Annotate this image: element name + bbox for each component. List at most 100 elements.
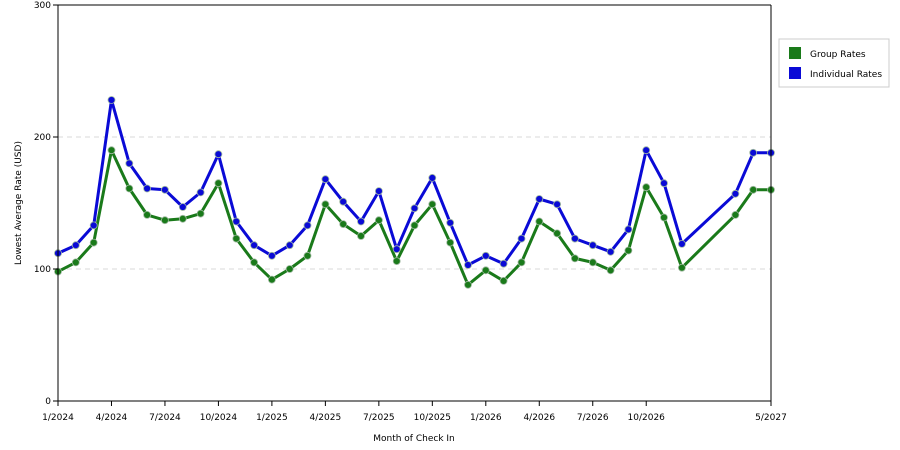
data-point-group-rates-8-2024: [178, 214, 187, 223]
y-tick-label-100: 100: [34, 265, 51, 275]
data-point-individual-rates-7-2025: [374, 187, 383, 196]
data-point-individual-rates-6-2025: [357, 217, 365, 226]
data-point-individual-rates-9-2026: [624, 225, 633, 234]
x-tick-label-7-2025: 7/2025: [363, 413, 395, 423]
data-point-group-rates-11-2025: [446, 238, 455, 247]
data-point-individual-rates-5-2025: [339, 197, 348, 206]
x-tick-label-1-2026: 1/2026: [470, 413, 502, 423]
data-point-group-rates-4-2027: [749, 185, 758, 194]
data-point-individual-rates-4-2025: [321, 175, 330, 184]
data-point-individual-rates-3-2027: [731, 189, 740, 198]
data-point-individual-rates-6-2024: [143, 184, 152, 193]
data-point-group-rates-3-2027: [731, 210, 740, 219]
legend-label-individual-rates: Individual Rates: [810, 70, 882, 80]
data-point-group-rates-2-2025: [285, 265, 294, 273]
data-point-individual-rates-3-2025: [303, 221, 312, 230]
data-point-individual-rates-4-2026: [535, 195, 544, 203]
data-point-group-rates-6-2024: [143, 210, 152, 219]
data-point-group-rates-5-2024: [125, 184, 134, 193]
data-point-group-rates-12-2026: [678, 263, 686, 272]
data-point-group-rates-3-2025: [303, 251, 312, 260]
y-tick-label-0: 0: [45, 397, 51, 407]
data-point-individual-rates-11-2024: [232, 217, 241, 226]
y-ticks: 0 100 200 300: [34, 1, 58, 407]
data-point-individual-rates-8-2026: [606, 247, 615, 256]
data-point-group-rates-8-2025: [392, 257, 401, 266]
data-point-group-rates-11-2026: [660, 213, 668, 222]
data-point-group-rates-4-2025: [321, 200, 330, 209]
data-point-individual-rates-12-2025: [464, 261, 472, 269]
data-point-individual-rates-2-2026: [499, 259, 508, 268]
data-point-individual-rates-6-2026: [571, 234, 579, 243]
legend-label-group-rates: Group Rates: [810, 50, 866, 60]
y-tick-label-200: 200: [34, 133, 51, 143]
data-point-group-rates-3-2026: [517, 258, 526, 267]
x-ticks: 1/2024 4/2024 7/2024 10/2024 1/2025 4/2025 7/2…: [42, 401, 787, 423]
data-point-group-rates-2-2024: [71, 258, 80, 267]
data-point-group-rates-3-2024: [89, 238, 98, 247]
data-point-individual-rates-3-2026: [517, 234, 526, 243]
data-point-group-rates-1-2025: [267, 275, 276, 284]
data-point-individual-rates-9-2024: [196, 188, 205, 197]
data-point-individual-rates-10-2024: [214, 150, 223, 159]
axes: [57, 4, 772, 402]
data-point-group-rates-9-2025: [410, 221, 419, 230]
data-point-group-rates-7-2025: [374, 216, 383, 225]
data-point-individual-rates-1-2026: [481, 251, 490, 260]
data-point-individual-rates-2-2025: [285, 241, 294, 250]
data-point-individual-rates-4-2027: [749, 148, 758, 157]
data-point-individual-rates-10-2025: [428, 173, 437, 182]
data-point-individual-rates-7-2024: [160, 185, 169, 194]
data-point-group-rates-10-2026: [642, 183, 651, 192]
data-point-individual-rates-11-2026: [660, 179, 668, 188]
legend-swatch-group-rates: [789, 47, 801, 59]
data-point-individual-rates-11-2025: [446, 218, 455, 227]
x-tick-label-5-2027: 5/2027: [755, 413, 787, 423]
data-point-individual-rates-12-2026: [678, 239, 686, 248]
y-axis-label: Lowest Average Rate (USD): [14, 141, 24, 265]
data-point-group-rates-10-2024: [214, 179, 223, 188]
x-axis-label: Month of Check In: [373, 434, 455, 444]
data-point-individual-rates-8-2025: [392, 245, 401, 254]
x-tick-label-4-2024: 4/2024: [96, 413, 128, 423]
data-point-individual-rates-4-2024: [107, 96, 116, 104]
data-point-individual-rates-3-2024: [89, 221, 98, 230]
data-point-individual-rates-9-2025: [410, 204, 419, 213]
data-point-group-rates-7-2026: [588, 258, 597, 267]
data-point-group-rates-8-2026: [606, 266, 615, 275]
legend: Group Rates Individual Rates: [778, 38, 890, 88]
data-point-group-rates-6-2026: [571, 254, 579, 263]
x-tick-label-10-2025: 10/2025: [414, 413, 451, 423]
x-tick-label-7-2026: 7/2026: [577, 413, 609, 423]
data-point-group-rates-1-2026: [481, 266, 490, 275]
data-point-individual-rates-5-2026: [553, 200, 561, 209]
x-tick-label-4-2025: 4/2025: [310, 413, 342, 423]
data-point-group-rates-12-2024: [250, 258, 259, 267]
x-tick-label-10-2026: 10/2026: [628, 413, 666, 423]
data-point-individual-rates-10-2026: [642, 146, 651, 155]
data-point-group-rates-5-2026: [553, 229, 561, 238]
data-point-group-rates-7-2024: [160, 216, 169, 225]
data-point-group-rates-4-2026: [535, 217, 544, 226]
data-point-group-rates-11-2024: [232, 234, 241, 243]
data-point-individual-rates-7-2026: [588, 241, 597, 250]
data-point-group-rates-10-2025: [428, 200, 437, 209]
data-point-group-rates-9-2026: [624, 246, 633, 255]
x-tick-label-10-2024: 10/2024: [200, 413, 238, 423]
data-point-group-rates-12-2025: [464, 280, 472, 289]
legend-swatch-individual-rates: [789, 67, 801, 79]
data-point-individual-rates-8-2024: [178, 203, 187, 211]
data-point-group-rates-6-2025: [357, 232, 365, 240]
data-point-group-rates-9-2024: [196, 209, 205, 218]
y-tick-label-300: 300: [34, 1, 51, 11]
x-tick-label-7-2024: 7/2024: [149, 413, 181, 423]
series-layer: [54, 96, 775, 289]
data-point-individual-rates-1-2025: [267, 251, 276, 260]
data-point-group-rates-5-2025: [339, 220, 348, 229]
data-point-group-rates-4-2024: [107, 146, 116, 155]
x-tick-label-4-2026: 4/2026: [523, 413, 555, 423]
data-point-group-rates-2-2026: [499, 276, 508, 285]
x-tick-label-1-2024: 1/2024: [42, 413, 74, 423]
data-point-individual-rates-2-2024: [71, 241, 80, 250]
